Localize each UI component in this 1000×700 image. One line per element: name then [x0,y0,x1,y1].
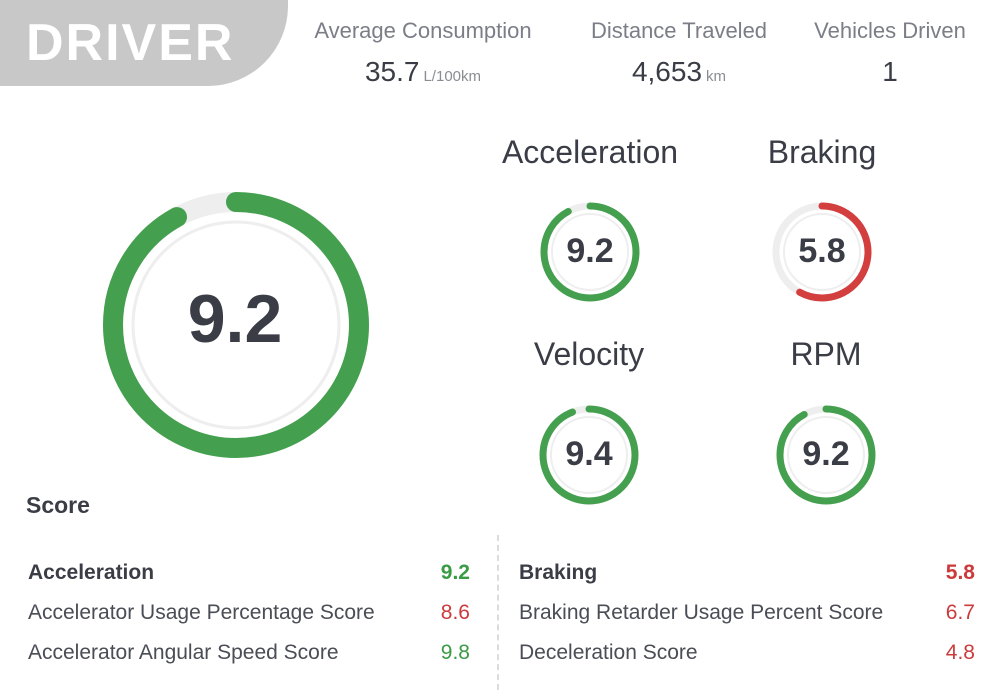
acceleration-score-title-value: 9.2 [440,561,470,584]
distance-traveled-unit: km [706,68,727,85]
rpm-gauge-arc [776,405,876,505]
braking-gauge-value: 5.8 [798,232,846,270]
braking-score-title: Braking [519,561,598,584]
distance-traveled-value: 4,653 [631,56,703,87]
braking-gauge-label: Braking [767,134,877,170]
deceleration-score-value: 4.8 [945,641,975,664]
braking-retarder-usage-percent-score-label: Braking Retarder Usage Percent Score [519,601,884,624]
acceleration-score-title: Acceleration [28,561,155,584]
rpm-gauge-inner-ring [787,416,865,494]
braking-retarder-usage-percent-score-value: 6.7 [945,601,975,624]
vehicles-driven-value: 1 [882,56,898,87]
driver-tab[interactable]: DRIVER [0,0,288,86]
acceleration-gauge-value: 9.2 [566,232,614,270]
accelerator-angular-speed-score-value: 9.8 [440,641,470,664]
velocity-gauge-label: Velocity [533,336,645,372]
accelerator-angular-speed-score-label: Accelerator Angular Speed Score [28,641,339,664]
overall-gauge-arc [103,192,369,458]
average-consumption-label: Average Consumption [314,18,532,43]
average-consumption-stat: Average Consumption 35.7 L/100km [298,18,548,88]
score-heading: Score [26,492,90,518]
rpm-gauge-value: 9.2 [802,435,850,473]
overall-gauge-inner-ring [131,220,341,430]
rpm-gauge-label: RPM [790,336,862,372]
overall-score-value: 9.2 [187,281,283,357]
braking-gauge-arc [772,202,872,302]
score-divider [497,535,499,690]
distance-traveled-label: Distance Traveled [590,18,768,43]
braking-score-title-value: 5.8 [945,561,975,584]
acceleration-gauge-label: Acceleration [501,134,679,170]
velocity-gauge-arc [539,405,639,505]
deceleration-score-label: Deceleration Score [519,641,698,664]
velocity-gauge-inner-ring [550,416,628,494]
average-consumption-unit: L/100km [423,68,482,85]
accelerator-usage-percentage-score-value: 8.6 [440,601,470,624]
velocity-gauge-value: 9.4 [565,435,613,473]
average-consumption-value: 35.7 [364,56,420,87]
acceleration-gauge-inner-ring [551,213,629,291]
accelerator-usage-percentage-score-label: Accelerator Usage Percentage Score [28,601,375,624]
acceleration-gauge-arc [540,202,640,302]
braking-gauge-inner-ring [783,213,861,291]
vehicles-driven-stat: Vehicles Driven 1 [800,18,980,88]
page-title: DRIVER [26,14,235,72]
distance-traveled-stat: Distance Traveled 4,653 km [566,18,792,88]
vehicles-driven-label: Vehicles Driven [814,18,966,43]
